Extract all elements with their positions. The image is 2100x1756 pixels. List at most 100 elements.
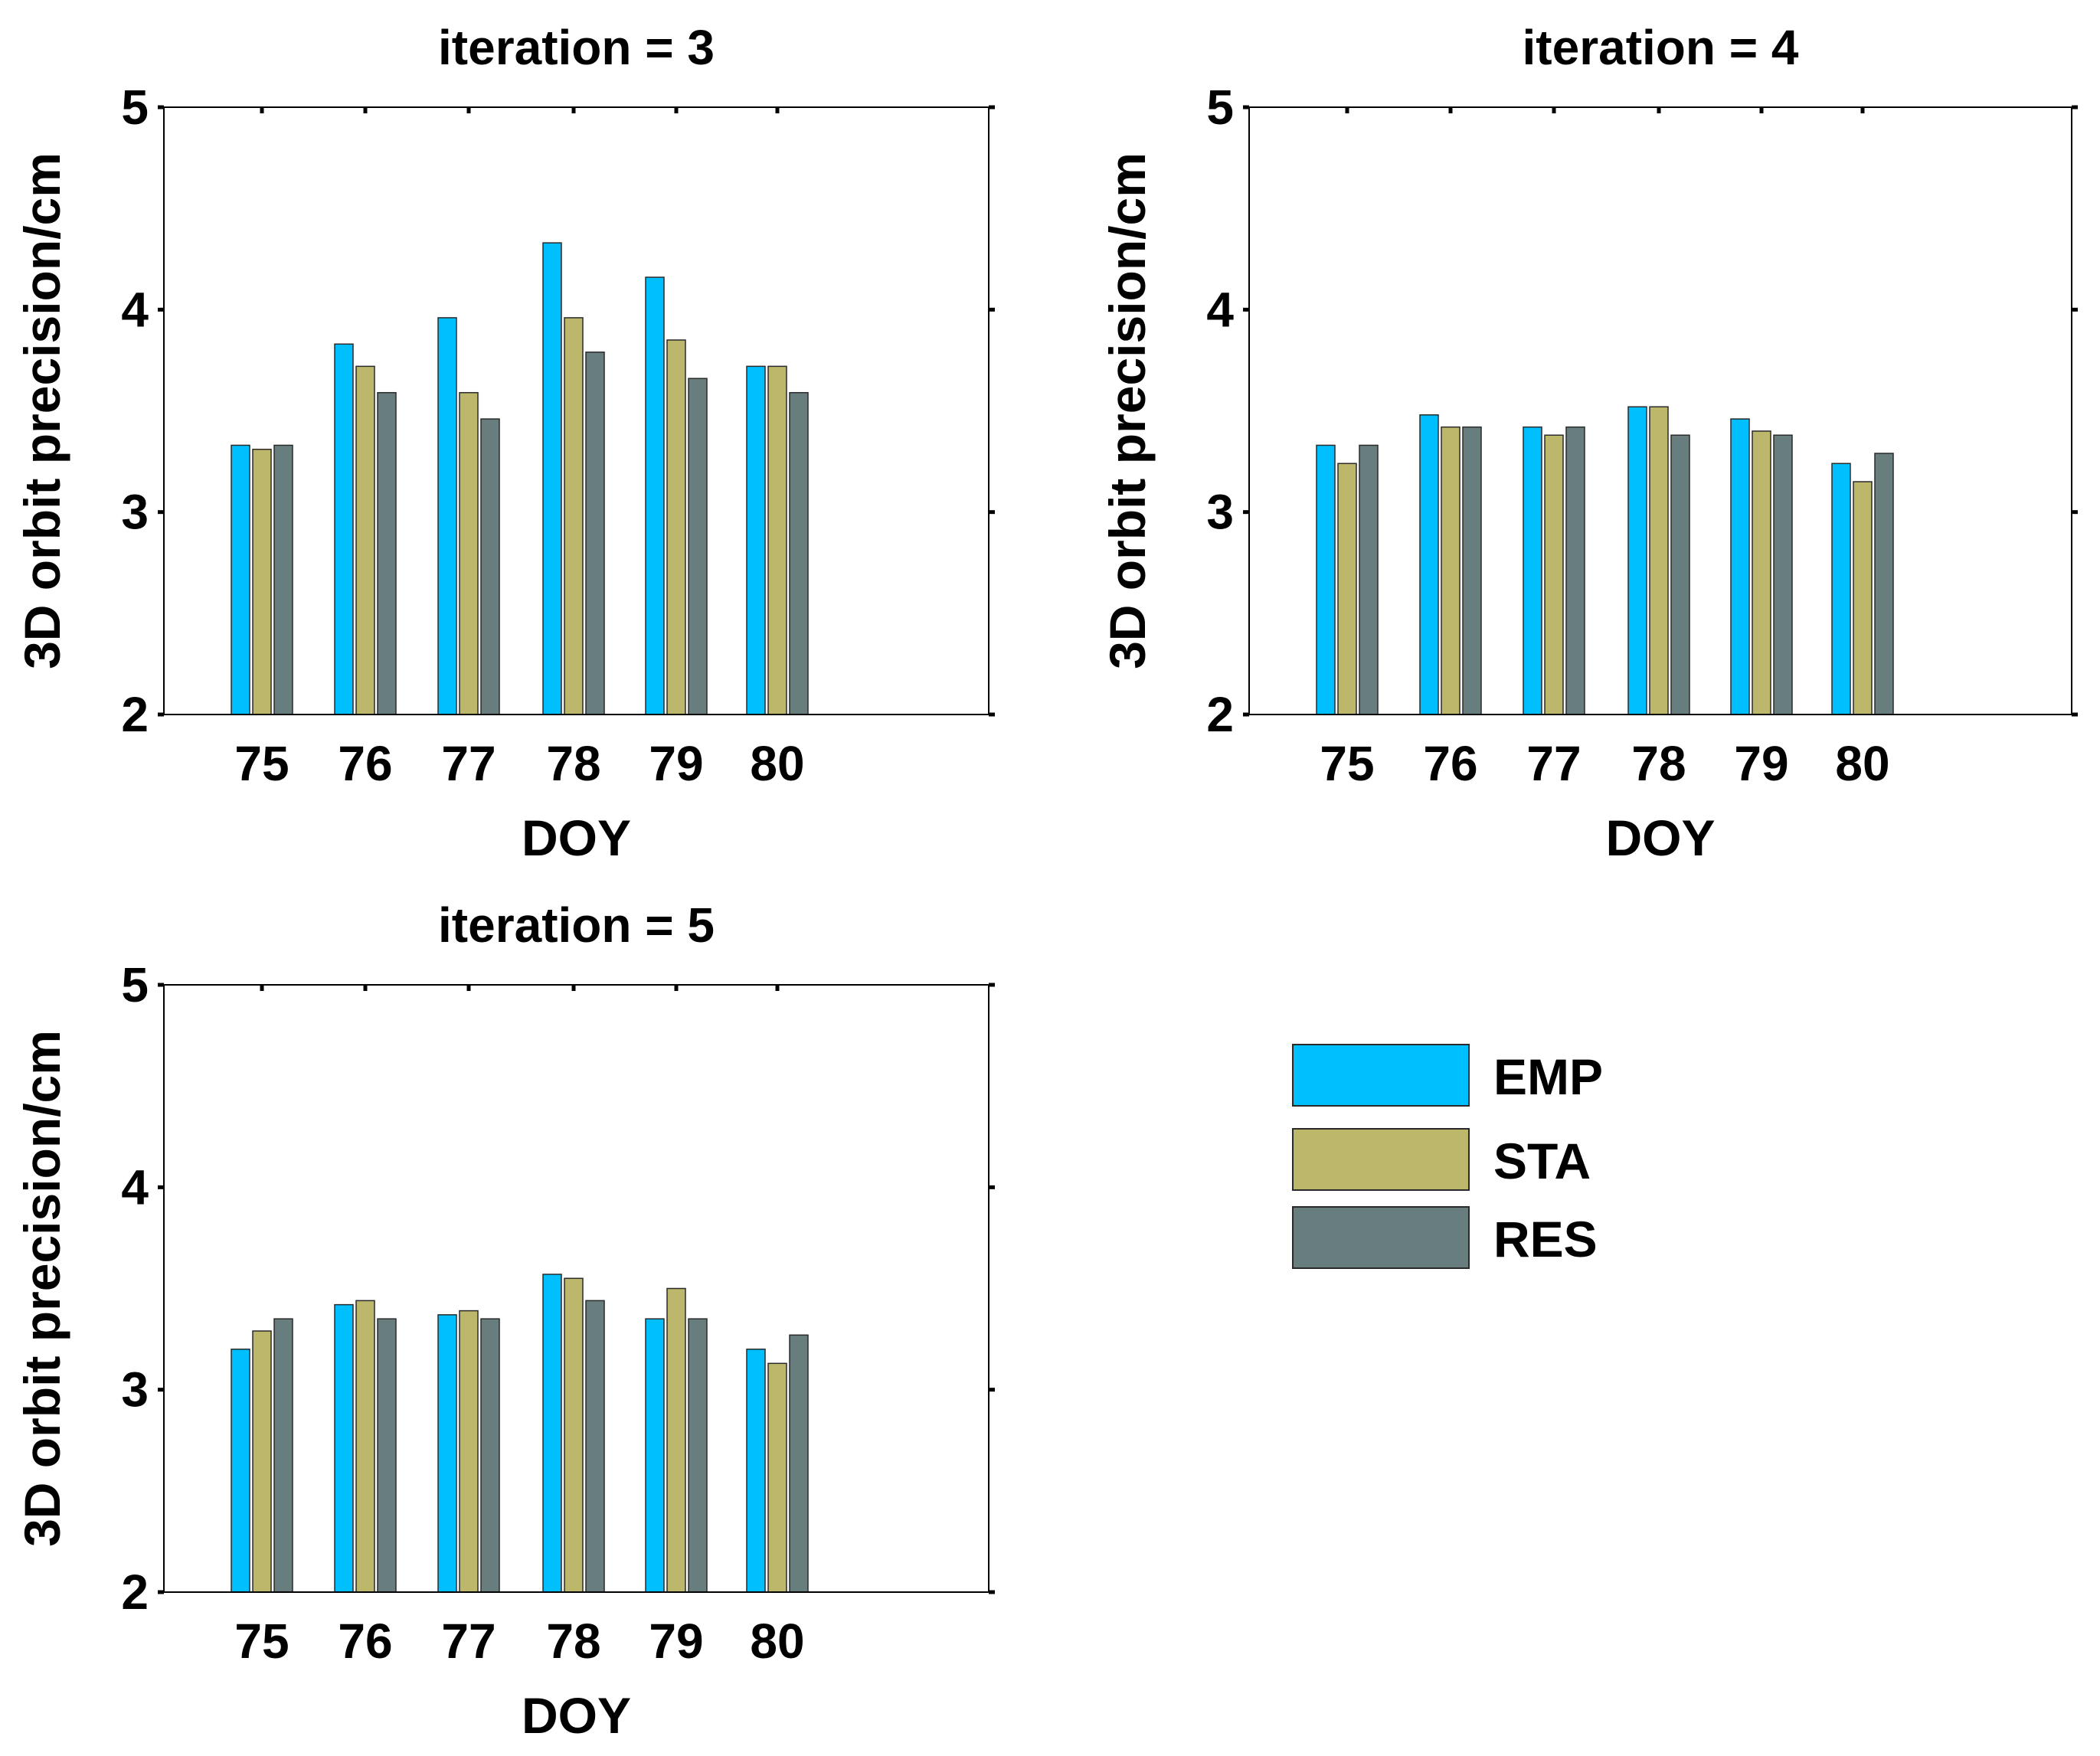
x-axis-label: DOY: [522, 809, 631, 866]
x-tick-label: 78: [546, 1614, 600, 1669]
bar-emp-76: [334, 343, 354, 715]
bar-emp-75: [1316, 444, 1336, 715]
bar-res-80: [1874, 453, 1894, 715]
bar-sta-79: [1752, 430, 1771, 715]
bar-emp-79: [645, 1318, 665, 1593]
x-tick-label: 77: [441, 736, 496, 791]
bar-res-80: [789, 391, 809, 715]
x-tick-label: 80: [750, 1614, 804, 1669]
bar-emp-77: [1523, 426, 1542, 715]
x-tick-label: 77: [1526, 736, 1581, 791]
bar-emp-76: [334, 1303, 354, 1593]
bar-emp-76: [1419, 414, 1439, 715]
x-tick-label: 76: [338, 1614, 392, 1669]
bar-emp-75: [231, 1349, 250, 1593]
bar-sta-78: [1649, 406, 1669, 715]
bar-sta-75: [252, 1330, 272, 1593]
bar-res-79: [1773, 434, 1793, 715]
bar-sta-77: [459, 1310, 479, 1593]
chart-title: iteration = 4: [1523, 20, 1799, 75]
chart-panel: 2 3 4 5 75 76 77 78 79 80 iteration = 4 DOY 3D orbit…: [1099, 20, 2078, 866]
x-tick-label: 76: [338, 736, 392, 791]
bar-emp-78: [542, 242, 562, 715]
bar-res-77: [480, 1318, 500, 1593]
legend-swatch-res: [1292, 1206, 1470, 1269]
bar-res-76: [377, 1318, 397, 1593]
y-tick-label: 3: [121, 1362, 149, 1418]
chart-panel: 2 3 4 5 75 76 77 78 79 80 iteration = 3 DOY 3D orbit…: [14, 20, 995, 866]
y-tick-label: 2: [1206, 687, 1234, 742]
x-tick-label: 78: [1631, 736, 1686, 791]
bar-sta-77: [459, 391, 479, 715]
bar-sta-77: [1544, 434, 1564, 715]
chart-panel: 2 3 4 5 75 76 77 78 79 80 iteration = 5 DOY 3D orbit…: [14, 898, 995, 1744]
bar-res-76: [1462, 426, 1482, 715]
legend: EMP STA RES: [1292, 1044, 1603, 1269]
legend-label-sta: STA: [1493, 1133, 1591, 1189]
bar-res-75: [273, 444, 293, 715]
x-tick-label: 80: [1835, 736, 1889, 791]
bar-emp-79: [1730, 418, 1750, 715]
x-tick-label: 75: [234, 1614, 289, 1669]
y-axis-label: 3D orbit precision/cm: [1099, 152, 1156, 669]
legend-swatch-sta: [1292, 1128, 1470, 1191]
x-axis-label: DOY: [522, 1687, 631, 1744]
legend-label-res: RES: [1493, 1211, 1598, 1267]
bar-sta-76: [355, 365, 375, 715]
y-tick-label: 4: [1206, 282, 1234, 337]
y-tick-label: 5: [121, 957, 149, 1012]
bar-sta-80: [1853, 481, 1873, 715]
x-tick-label: 79: [1734, 736, 1788, 791]
bar-sta-76: [355, 1300, 375, 1593]
bar-emp-77: [437, 317, 457, 715]
bar-sta-78: [564, 1277, 584, 1593]
y-tick-label: 2: [121, 687, 149, 742]
x-tick-label: 75: [234, 736, 289, 791]
y-tick-label: 5: [121, 80, 149, 135]
x-tick-label: 76: [1423, 736, 1477, 791]
bar-emp-79: [645, 276, 665, 715]
bar-res-76: [377, 391, 397, 715]
y-axis-label: 3D orbit precision/cm: [14, 1030, 70, 1547]
chart-title: iteration = 5: [438, 898, 715, 953]
bar-emp-78: [1627, 406, 1647, 715]
bar-sta-75: [1337, 463, 1357, 715]
x-tick-label: 79: [649, 736, 703, 791]
x-tick-label: 80: [750, 736, 804, 791]
bar-res-79: [688, 378, 708, 715]
bar-res-79: [688, 1318, 708, 1593]
legend-swatch-emp: [1292, 1044, 1470, 1107]
bar-sta-79: [666, 339, 686, 715]
bar-res-78: [585, 352, 605, 715]
x-tick-label: 77: [441, 1614, 496, 1669]
axes-frame: [163, 984, 989, 1593]
bar-res-75: [273, 1318, 293, 1593]
bar-emp-77: [437, 1314, 457, 1593]
bar-emp-80: [1831, 463, 1851, 715]
x-axis-label: DOY: [1605, 809, 1715, 866]
y-tick-label: 3: [1206, 485, 1234, 540]
bar-emp-78: [542, 1274, 562, 1593]
y-tick-label: 2: [121, 1565, 149, 1620]
bar-res-75: [1359, 444, 1379, 715]
bar-res-78: [1670, 434, 1690, 715]
bar-sta-76: [1441, 426, 1461, 715]
bar-emp-80: [746, 1349, 766, 1593]
y-tick-label: 5: [1206, 80, 1234, 135]
bar-sta-75: [252, 448, 272, 715]
chart-title: iteration = 3: [438, 20, 715, 75]
x-tick-label: 79: [649, 1614, 703, 1669]
bar-sta-80: [767, 1362, 787, 1593]
y-axis-label: 3D orbit precision/cm: [14, 152, 70, 669]
x-tick-label: 75: [1320, 736, 1374, 791]
bar-emp-80: [746, 365, 766, 715]
bar-res-80: [789, 1334, 809, 1593]
y-tick-label: 4: [121, 1159, 149, 1215]
bar-sta-78: [564, 317, 584, 715]
bar-res-78: [585, 1300, 605, 1593]
bar-sta-80: [767, 365, 787, 715]
bar-sta-79: [666, 1287, 686, 1593]
bar-res-77: [480, 418, 500, 715]
